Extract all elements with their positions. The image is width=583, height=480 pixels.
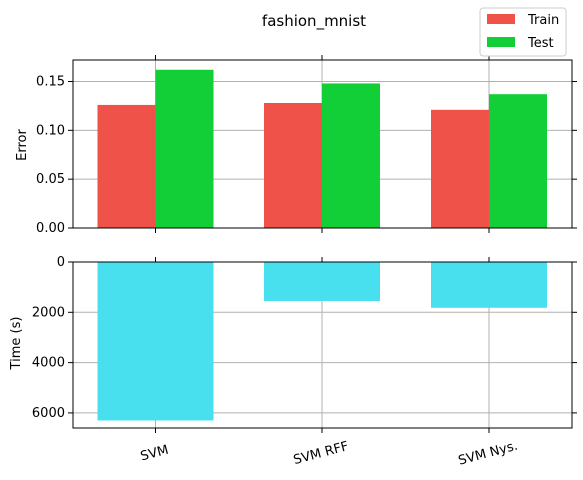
test-error-bar [489,94,547,228]
error-chart: 0.00 0.05 0.10 0.15 Error [15,55,577,236]
time-ytick-label: 2000 [32,305,65,320]
error-bars [98,70,548,228]
x-category-labels: SVM SVM RFF SVM Nys. [139,439,519,469]
legend: Train Test [480,8,566,56]
error-ytick-label: 0.15 [36,74,65,89]
time-ytick-label: 0 [57,255,65,270]
error-y-axis-label: Error [15,129,30,161]
time-y-axis-label: Time (s) [9,317,24,371]
legend-label-test: Test [527,36,554,51]
legend-label-train: Train [527,13,559,28]
error-ytick-label: 0.00 [36,221,65,236]
legend-swatch-test [487,37,515,47]
time-ytick-label: 6000 [32,406,65,421]
x-category-label: SVM RFF [292,439,350,468]
time-ytick-labels: 0 2000 4000 6000 [32,255,65,421]
train-error-bar [98,105,156,228]
error-ytick-label: 0.10 [36,123,65,138]
error-ytick-labels: 0.00 0.05 0.10 0.15 [36,74,65,236]
time-bar [264,262,380,301]
chart-title: fashion_mnist [262,12,366,31]
time-chart: 0 2000 4000 6000 SVM SVM RFF SVM Nys. Time (s… [9,255,577,469]
time-bar [431,262,547,308]
train-error-bar [431,110,489,228]
train-error-bar [264,103,322,228]
time-bar [98,262,214,420]
legend-swatch-train [487,14,515,24]
x-category-label: SVM [139,443,170,465]
error-ytick-label: 0.05 [36,172,65,187]
test-error-bar [322,83,380,228]
x-category-label: SVM Nys. [457,439,520,469]
time-ytick-label: 4000 [32,356,65,371]
test-error-bar [156,70,214,228]
